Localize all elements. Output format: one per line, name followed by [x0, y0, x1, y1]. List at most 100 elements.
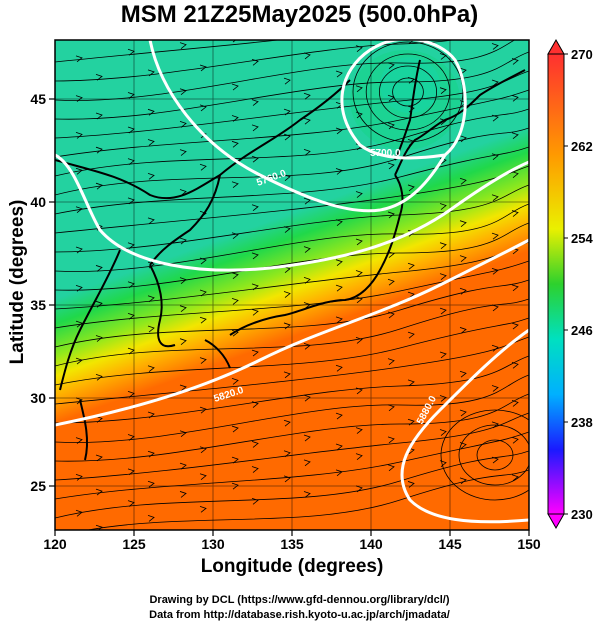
flow-arrow [511, 210, 519, 217]
streamline [55, 184, 529, 253]
streamline [55, 279, 529, 348]
streamline [55, 374, 529, 443]
flow-arrow [231, 298, 239, 305]
colorbar-tick-label: 246 [571, 323, 593, 338]
streamlines [55, 3, 529, 530]
flow-arrow [511, 171, 519, 178]
flow-arrow [179, 42, 187, 49]
flow-arrow [283, 133, 291, 141]
flow-arrow [511, 400, 519, 407]
streamline [55, 108, 529, 177]
flow-arrow [512, 20, 518, 26]
flow-arrow [491, 43, 499, 50]
colorbar-tick-label: 254 [571, 231, 593, 246]
flow-arrow [231, 456, 239, 464]
flow-arrow [459, 177, 467, 185]
flow-arrow [303, 434, 311, 442]
coastlines [55, 59, 526, 461]
flow-arrow [355, 337, 363, 344]
flow-arrow [283, 371, 291, 379]
colorbar-bottom-arrow [547, 513, 565, 530]
flow-arrow [439, 273, 447, 280]
flow-arrow [491, 304, 499, 312]
flow-arrow [335, 168, 343, 175]
flow-arrow [199, 289, 207, 297]
flow-arrow [511, 58, 519, 65]
flow-arrow [335, 443, 343, 451]
flow-arrow [335, 70, 343, 78]
flow-arrow [283, 108, 291, 116]
flow-arrow [147, 139, 155, 146]
flow-arrow [75, 132, 83, 139]
circulation-streamline [392, 77, 424, 107]
x-tick-label: 145 [438, 536, 462, 552]
flow-arrow [492, 3, 498, 9]
flow-arrow [355, 485, 363, 493]
x-tick-label: 125 [122, 536, 146, 552]
flow-arrow [407, 331, 415, 339]
flow-arrow [491, 385, 499, 392]
flow-arrow [459, 327, 467, 334]
flow-arrow [407, 418, 415, 426]
y-tick-label: 35 [30, 297, 46, 313]
flow-arrow [335, 219, 343, 226]
flow-arrow [335, 316, 343, 324]
flow-arrow [407, 184, 415, 192]
flow-arrow [179, 88, 187, 96]
flow-arrow [95, 300, 103, 308]
flow-arrow [387, 311, 395, 319]
streamline [55, 355, 529, 424]
flow-arrow [231, 83, 239, 91]
cold-core-center [380, 57, 440, 113]
flow-arrow [439, 242, 447, 250]
height-contours [55, 40, 529, 524]
flow-arrow [355, 270, 363, 277]
flow-arrow [387, 278, 395, 286]
flow-arrow [491, 421, 499, 429]
y-tick-label: 25 [30, 478, 46, 494]
flow-arrow [147, 515, 155, 522]
flow-arrow [491, 232, 499, 240]
flow-arrow [439, 118, 447, 126]
y-tick-labels: 25 30 35 40 45 [30, 91, 46, 494]
flow-arrow [460, 29, 466, 35]
grid-lines [55, 40, 529, 530]
colorbar-top-arrow [547, 38, 565, 55]
circulation-streamline [352, 41, 464, 143]
flow-arrow [387, 122, 395, 130]
flow-arrow [407, 262, 415, 270]
flow-arrow [95, 182, 103, 190]
axis-ticks [49, 98, 530, 536]
chart-title: MSM 21Z25May2025 (500.0hPa) [120, 1, 479, 28]
flow-arrow [283, 77, 291, 85]
colorbar-bar [547, 53, 565, 515]
flow-arrow [75, 246, 83, 254]
flow-arrow [75, 357, 83, 365]
flow-arrow [511, 474, 519, 482]
flow-arrow [511, 361, 519, 369]
flow-arrow [179, 277, 187, 284]
flow-arrow [459, 370, 467, 378]
x-tick-label: 140 [359, 536, 383, 552]
flow-arrow [75, 437, 83, 444]
flow-arrow [75, 397, 83, 405]
y-axis-label: Latitude (degrees) [7, 199, 28, 365]
flow-arrow [179, 149, 187, 156]
flow-arrow [231, 329, 239, 337]
flow-arrow [231, 181, 239, 189]
flow-arrow [147, 365, 155, 373]
flow-arrow [355, 387, 363, 395]
flow-arrow [147, 172, 155, 180]
flow-arrow [440, 10, 446, 16]
flow-arrow [511, 436, 519, 444]
flow-arrow [387, 162, 395, 170]
flow-arrow [283, 475, 291, 483]
flow-arrow [251, 401, 259, 408]
flow-arrow [251, 349, 259, 357]
contour-label: 5700.0 [370, 148, 401, 159]
flow-arrow [95, 488, 103, 496]
flow-arrow [439, 203, 447, 210]
flow-arrow [199, 357, 207, 364]
map-area: 5820.0 5880.0 5700.0 5760.0 [55, 3, 529, 530]
